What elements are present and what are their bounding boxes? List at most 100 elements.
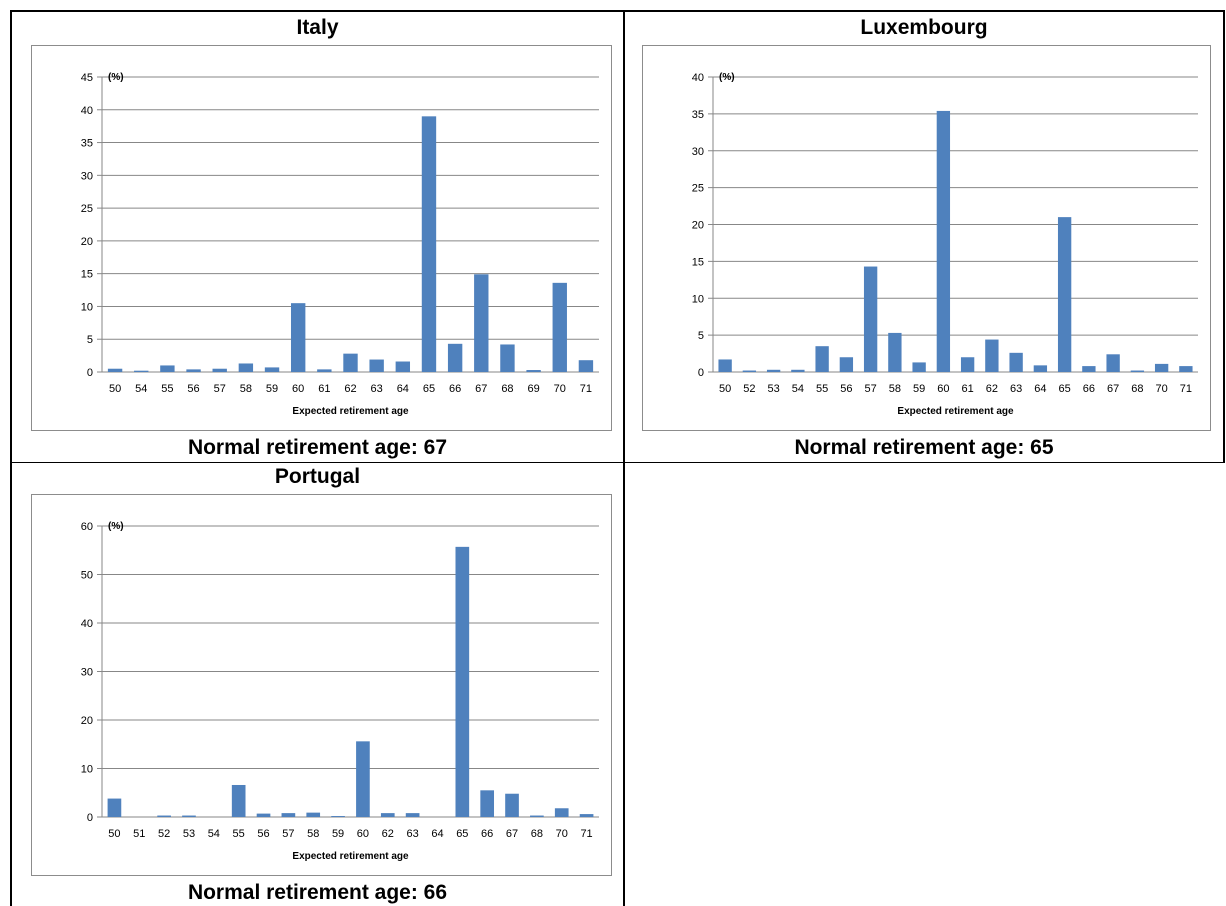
bar [815, 346, 829, 372]
y-tick-label: 35 [692, 109, 704, 121]
y-tick-label: 5 [87, 334, 93, 346]
x-tick-label: 70 [554, 383, 566, 395]
bar [863, 266, 878, 372]
bar [107, 368, 123, 372]
bar [554, 808, 569, 817]
x-tick-label: 58 [240, 383, 252, 395]
x-tick-label: 65 [456, 828, 468, 840]
x-tick-label: 64 [431, 828, 443, 840]
x-tick-label: 53 [183, 828, 195, 840]
x-tick-label: 65 [423, 383, 435, 395]
x-tick-label: 52 [158, 828, 170, 840]
bar [718, 359, 732, 372]
x-tick-label: 60 [357, 828, 369, 840]
x-axis-title: Expected retirement age [897, 406, 1014, 417]
x-tick-label: 68 [531, 828, 543, 840]
table-border-middle [10, 462, 1225, 463]
x-tick-label: 55 [161, 383, 173, 395]
bar [134, 370, 149, 372]
x-axis-title: Expected retirement age [292, 406, 409, 417]
x-tick-label: 71 [580, 828, 592, 840]
y-tick-label: 35 [81, 138, 93, 150]
bar-chart: 0 5 10 15 20 25 30 35 40 (%) 50 52 53 54 55 56 57 58 59 60 6… [692, 72, 1198, 417]
bar [290, 303, 306, 372]
bar [281, 813, 296, 817]
bar-chart: 0 5 10 15 20 25 30 35 40 45 (%) 50 54 55 56 57 58 59 60 61 6… [81, 72, 599, 417]
y-tick-label: 0 [698, 367, 704, 379]
x-tick-label: 71 [1180, 383, 1192, 395]
x-tick-label: 51 [133, 828, 145, 840]
bar [238, 363, 254, 372]
bar [505, 793, 519, 817]
x-tick-label: 67 [475, 383, 487, 395]
x-tick-label: 50 [108, 828, 120, 840]
bar [936, 110, 951, 373]
bar [1033, 365, 1048, 372]
chart-grid-table: Italy 0 5 10 15 20 25 30 35 40 45 (%) 50 54 55 56 57 58 5… [10, 10, 1225, 906]
panel-italy: Italy 0 5 10 15 20 25 30 35 40 45 (%) 50 54 55 56 57 58 5… [12, 12, 623, 462]
x-tick-label: 68 [501, 383, 513, 395]
bar [380, 813, 395, 817]
panel-footer: Normal retirement age: 67 [187, 436, 448, 459]
bar [1009, 352, 1023, 372]
x-tick-label: 63 [407, 828, 419, 840]
bar [356, 741, 370, 817]
x-tick-label: 69 [527, 383, 539, 395]
x-tick-label: 60 [937, 383, 949, 395]
panel-portugal: Portugal 0 10 20 30 40 50 60 (%) 50 51 52 53 54 55 56 5… [12, 463, 623, 906]
bar [1057, 217, 1072, 372]
table-border-left [10, 10, 12, 906]
x-axis-title: Expected retirement age [292, 851, 409, 862]
x-tick-label: 58 [307, 828, 319, 840]
y-tick-label: 60 [81, 521, 93, 533]
bar [1130, 370, 1145, 372]
bar [455, 546, 470, 817]
bar [306, 812, 321, 817]
bar [212, 368, 227, 372]
y-tick-label: 20 [81, 715, 93, 727]
x-tick-label: 59 [913, 383, 925, 395]
bar [530, 815, 544, 817]
y-tick-label: 30 [692, 146, 704, 158]
bar [552, 282, 567, 372]
bar [1154, 363, 1169, 372]
chart-area: 0 5 10 15 20 25 30 35 40 45 (%) 50 54 55 56 57 58 59 60 61 6… [31, 45, 612, 431]
x-tick-label: 53 [768, 383, 780, 395]
x-tick-label: 59 [266, 383, 278, 395]
y-tick-label: 10 [81, 764, 93, 776]
bar [447, 343, 463, 372]
x-tick-label: 57 [214, 383, 226, 395]
y-tick-label: 20 [692, 220, 704, 232]
y-tick-label: 25 [81, 203, 93, 215]
x-tick-label: 70 [1156, 383, 1168, 395]
x-tick-label: 63 [1010, 383, 1022, 395]
x-tick-label: 66 [449, 383, 461, 395]
bar [421, 116, 437, 372]
panel-footer: Normal retirement age: 66 [187, 881, 448, 904]
bar [742, 370, 757, 372]
unit-label: (%) [108, 72, 124, 83]
bar [157, 815, 171, 817]
bar [317, 369, 332, 372]
x-tick-label: 54 [135, 383, 147, 395]
x-tick-label: 56 [187, 383, 199, 395]
bar [791, 369, 805, 372]
x-tick-label: 64 [397, 383, 409, 395]
x-tick-label: 54 [792, 383, 804, 395]
x-tick-label: 70 [556, 828, 568, 840]
bar [256, 813, 271, 817]
y-tick-label: 15 [692, 256, 704, 268]
x-tick-label: 61 [318, 383, 330, 395]
x-tick-label: 68 [1131, 383, 1143, 395]
table-border-top [10, 10, 1225, 12]
bar [343, 353, 358, 372]
x-tick-label: 50 [109, 383, 121, 395]
bar [1082, 366, 1096, 372]
bar [264, 367, 280, 372]
x-tick-label: 57 [865, 383, 877, 395]
x-tick-label: 54 [208, 828, 220, 840]
x-tick-label: 62 [344, 383, 356, 395]
bar [182, 815, 196, 817]
x-tick-label: 52 [743, 383, 755, 395]
y-tick-label: 30 [81, 170, 93, 182]
